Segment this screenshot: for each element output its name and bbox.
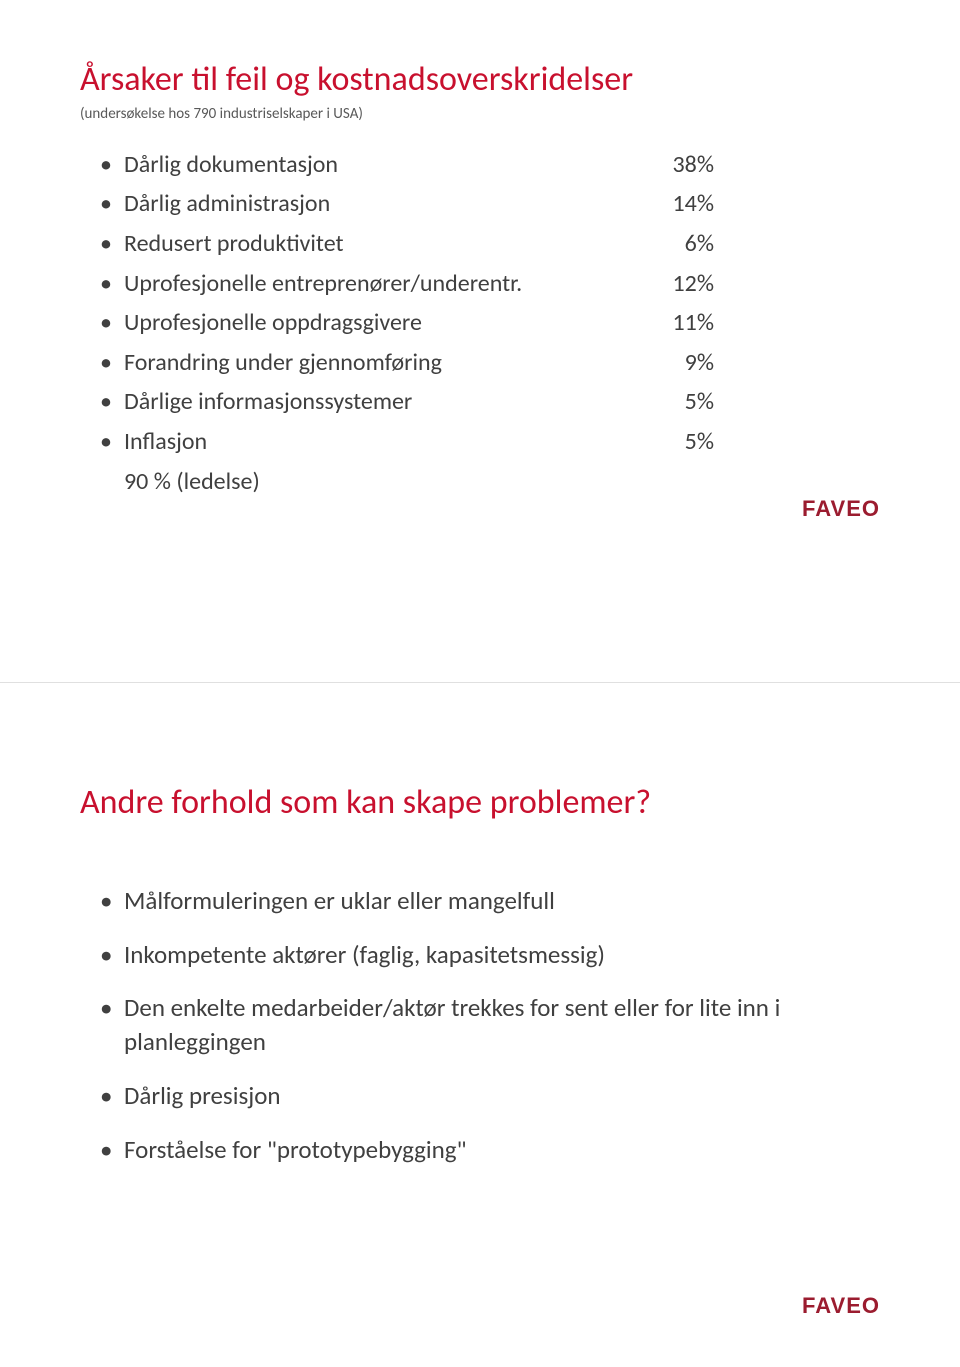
bullet-icon: • <box>100 938 124 972</box>
item-label: Uprofesjonelle entreprenører/underentr. <box>124 264 654 304</box>
item-label: Forståelse for "prototypebygging" <box>124 1133 880 1167</box>
list-item: • Dårlige informasjonssystemer 5% <box>100 382 880 422</box>
bullet-icon: • <box>100 884 124 918</box>
slide-1: Årsaker til feil og kostnadsoverskridels… <box>0 0 960 683</box>
list-item: • Uprofesjonelle oppdragsgivere 11% <box>100 303 880 343</box>
bullet-icon: • <box>100 224 124 264</box>
item-value: 5% <box>654 382 714 422</box>
slide2-list: • Målformuleringen er uklar eller mangel… <box>80 884 880 1167</box>
item-label: Dårlig dokumentasjon <box>124 145 654 185</box>
bullet-icon: • <box>100 343 124 383</box>
slide1-title: Årsaker til feil og kostnadsoverskridels… <box>80 60 880 101</box>
list-item: • Forandring under gjennomføring 9% <box>100 343 880 383</box>
bullet-icon: • <box>100 1079 124 1113</box>
bullet-icon: • <box>100 382 124 422</box>
item-value: 12% <box>654 264 714 304</box>
item-label: Dårlig administrasjon <box>124 184 654 224</box>
item-value: 5% <box>654 422 714 462</box>
item-label: Forandring under gjennomføring <box>124 343 654 383</box>
item-label: Uprofesjonelle oppdragsgivere <box>124 303 654 343</box>
bullet-icon: • <box>100 145 124 185</box>
item-value: 9% <box>654 343 714 383</box>
item-value: 38% <box>654 145 714 185</box>
list-item: • Forståelse for "prototypebygging" <box>100 1133 880 1167</box>
slide2-title: Andre forhold som kan skape problemer? <box>80 783 880 824</box>
item-value: 14% <box>654 184 714 224</box>
item-label: Inflasjon <box>124 422 654 462</box>
bullet-icon: • <box>100 303 124 343</box>
list-item: • Inkompetente aktører (faglig, kapasite… <box>100 938 880 972</box>
slide1-subtitle: (undersøkelse hos 790 industriselskaper … <box>80 105 880 123</box>
list-item: • Dårlig presisjon <box>100 1079 880 1113</box>
list-item: • Inflasjon 5% <box>100 422 880 462</box>
item-label: Målformuleringen er uklar eller mangelfu… <box>124 884 880 918</box>
item-label: Dårlige informasjonssystemer <box>124 382 654 422</box>
bullet-icon: • <box>100 1133 124 1167</box>
list-item: • Uprofesjonelle entreprenører/underentr… <box>100 264 880 304</box>
list-item: • Den enkelte medarbeider/aktør trekkes … <box>100 991 880 1059</box>
slide-2: Andre forhold som kan skape problemer? •… <box>0 683 960 1367</box>
bullet-icon: • <box>100 184 124 224</box>
item-label: Inkompetente aktører (faglig, kapasitets… <box>124 938 880 972</box>
list-footer: • 90 % (ledelse) <box>100 462 880 502</box>
logo: FAVEO <box>802 1293 880 1319</box>
list-item: • Målformuleringen er uklar eller mangel… <box>100 884 880 918</box>
list-item: • Dårlig administrasjon 14% <box>100 184 880 224</box>
footer-text: 90 % (ledelse) <box>124 462 654 502</box>
item-value: 11% <box>654 303 714 343</box>
item-label: Redusert produktivitet <box>124 224 654 264</box>
bullet-icon: • <box>100 264 124 304</box>
slide1-list: • Dårlig dokumentasjon 38% • Dårlig admi… <box>80 145 880 501</box>
bullet-icon: • <box>100 991 124 1025</box>
list-item: • Redusert produktivitet 6% <box>100 224 880 264</box>
item-label: Den enkelte medarbeider/aktør trekkes fo… <box>124 991 880 1059</box>
list-item: • Dårlig dokumentasjon 38% <box>100 145 880 185</box>
logo: FAVEO <box>802 496 880 522</box>
bullet-icon: • <box>100 422 124 462</box>
item-value: 6% <box>654 224 714 264</box>
item-label: Dårlig presisjon <box>124 1079 880 1113</box>
